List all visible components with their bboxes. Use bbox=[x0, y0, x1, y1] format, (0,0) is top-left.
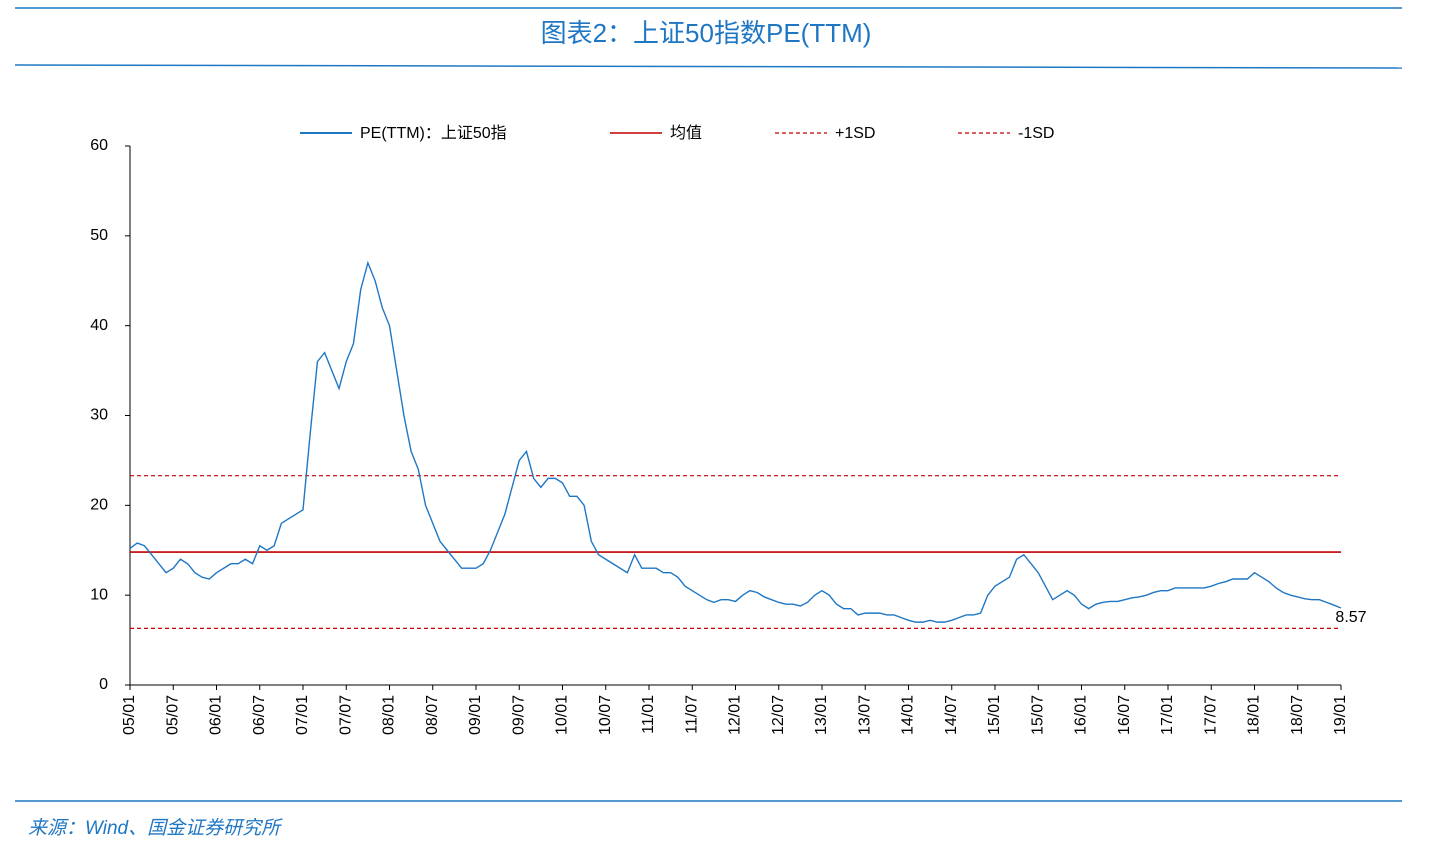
y-tick-label: 0 bbox=[99, 676, 108, 693]
x-tick-label: 14/07 bbox=[943, 695, 960, 735]
y-tick-label: 50 bbox=[90, 227, 108, 244]
title-rule bbox=[14, 64, 1403, 69]
legend-label: PE(TTM)：上证50指 bbox=[360, 124, 507, 142]
x-tick-label: 18/07 bbox=[1289, 695, 1306, 735]
source: 来源：Wind、国金证券研究所 bbox=[28, 817, 283, 839]
x-tick-label: 10/07 bbox=[597, 695, 614, 735]
legend-label: 均值 bbox=[670, 124, 702, 142]
x-tick-label: 12/01 bbox=[727, 695, 744, 735]
x-tick-label: 11/07 bbox=[683, 695, 700, 734]
x-tick-label: 15/01 bbox=[986, 695, 1003, 735]
pe-line bbox=[129, 260, 1342, 623]
x-tick-label: 18/01 bbox=[1246, 695, 1263, 735]
x-tick-label: 09/07 bbox=[510, 695, 527, 735]
chart-title: 图表2：上证50指数PE(TTM) bbox=[541, 18, 872, 48]
x-tick-label: 19/01 bbox=[1332, 695, 1349, 735]
x-tick-label: 08/01 bbox=[381, 695, 398, 735]
last-value-label: 8.57 bbox=[1335, 609, 1366, 626]
x-tick-label: 13/01 bbox=[813, 695, 830, 735]
legend-label: +1SD bbox=[835, 125, 875, 142]
x-tick-label: 17/07 bbox=[1202, 695, 1219, 735]
x-tick-label: 08/07 bbox=[424, 695, 441, 735]
x-tick-label: 10/01 bbox=[554, 695, 571, 735]
x-tick-label: 13/07 bbox=[856, 695, 873, 735]
x-tick-label: 12/07 bbox=[770, 695, 787, 735]
x-tick-label: 07/07 bbox=[337, 695, 354, 735]
x-tick-label: 16/01 bbox=[1073, 695, 1090, 735]
x-tick-label: 17/01 bbox=[1159, 695, 1176, 735]
y-tick-label: 10 bbox=[90, 586, 108, 603]
y-tick-label: 30 bbox=[90, 407, 108, 424]
x-tick-label: 05/01 bbox=[121, 695, 138, 735]
x-tick-label: 07/01 bbox=[294, 695, 311, 735]
x-tick-label: 06/07 bbox=[251, 695, 268, 735]
x-tick-label: 06/01 bbox=[208, 695, 225, 735]
x-tick-label: 05/07 bbox=[164, 695, 181, 735]
x-tick-label: 09/01 bbox=[467, 695, 484, 735]
x-tick-label: 14/01 bbox=[900, 695, 917, 735]
x-tick-label: 16/07 bbox=[1116, 695, 1133, 735]
legend-label: -1SD bbox=[1018, 125, 1054, 142]
x-tick-label: 11/01 bbox=[640, 695, 657, 734]
y-tick-label: 60 bbox=[90, 137, 108, 154]
y-tick-label: 20 bbox=[90, 497, 108, 514]
y-tick-label: 40 bbox=[90, 317, 108, 334]
x-tick-label: 15/07 bbox=[1029, 695, 1046, 735]
